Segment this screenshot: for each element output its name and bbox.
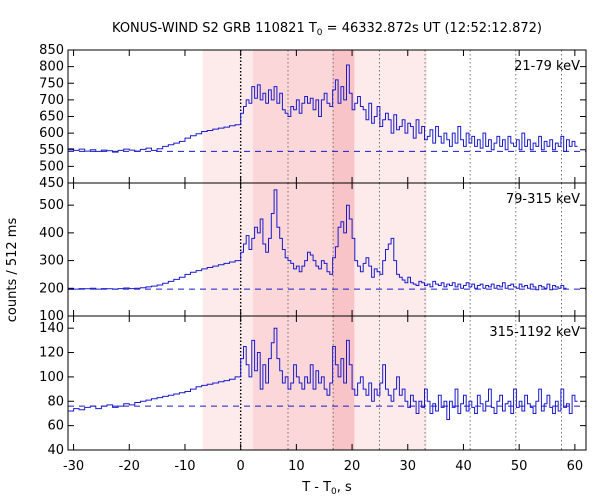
count-rate-series: [68, 189, 567, 291]
y-tick-label: 500: [39, 198, 64, 213]
count-rate-series: [68, 327, 578, 420]
y-tick-label: 800: [39, 60, 64, 75]
x-tick-label: 0: [237, 459, 245, 474]
y-tick-label: 100: [39, 309, 64, 324]
x-tick-label: -20: [119, 459, 140, 474]
energy-band-label: 79-315 keV: [506, 192, 580, 207]
panel-3: 40 60 80 100 120 140 315-1192 keV: [39, 315, 587, 458]
panel-frame: [67, 315, 587, 451]
y-tick-label: 700: [39, 93, 64, 108]
y-tick-label: 200: [39, 281, 64, 296]
y-tick-label: 120: [39, 346, 64, 361]
y-tick-label: 400: [39, 226, 64, 241]
chart-title: KONUS-WIND S2 GRB 110821 T0 = 46332.872s…: [112, 21, 542, 38]
y-tick-label: 100: [39, 370, 64, 385]
y-tick-label: 500: [39, 159, 64, 174]
x-tick-label: -30: [63, 459, 84, 474]
y-tick-label: 550: [39, 143, 64, 158]
y-tick-label: 40: [47, 443, 64, 458]
count-rate-series: [68, 64, 578, 153]
x-tick-label: 40: [455, 459, 472, 474]
energy-band-label: 315-1192 keV: [489, 325, 580, 340]
y-axis-title: counts / 512 ms: [5, 218, 20, 323]
x-tick-label: 20: [344, 459, 361, 474]
x-tick-label: 60: [567, 459, 584, 474]
x-tick-label: 50: [511, 459, 528, 474]
y-tick-label: 450: [39, 176, 64, 191]
y-tick-label: 850: [39, 43, 64, 58]
y-tick-label: 300: [39, 254, 64, 269]
y-tick-label: 750: [39, 76, 64, 91]
energy-band-label: 21-79 keV: [514, 59, 580, 74]
panel-2: 100 200 300 400 500 79-315 keV: [39, 182, 587, 324]
x-tick-label: 10: [288, 459, 305, 474]
x-tick-label: -10: [174, 459, 195, 474]
y-tick-label: 80: [47, 394, 64, 409]
y-tick-label: 600: [39, 126, 64, 141]
y-tick-label: 60: [47, 419, 64, 434]
y-tick-label: 650: [39, 110, 64, 125]
x-axis-title: T - T0, s: [301, 480, 352, 497]
y-tick-label: 140: [39, 321, 64, 336]
x-tick-label: 30: [399, 459, 416, 474]
x-axis: -30 -20 -10 0 10 20 30 40 50 60: [63, 459, 583, 474]
